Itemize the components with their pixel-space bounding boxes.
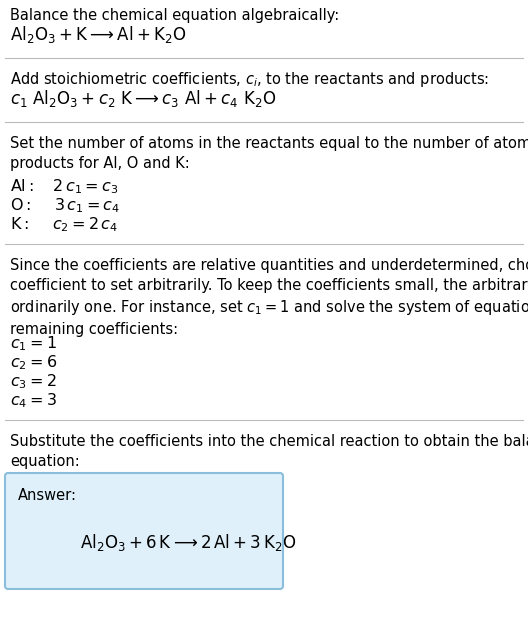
Text: Add stoichiometric coefficients, $c_i$, to the reactants and products:: Add stoichiometric coefficients, $c_i$, … bbox=[10, 70, 489, 89]
Text: Set the number of atoms in the reactants equal to the number of atoms in the
pro: Set the number of atoms in the reactants… bbox=[10, 136, 528, 171]
Text: Answer:: Answer: bbox=[18, 488, 77, 503]
Text: $\mathrm{K:}\quad\; c_2 = 2\,c_4$: $\mathrm{K:}\quad\; c_2 = 2\,c_4$ bbox=[10, 215, 118, 234]
Text: $c_2 = 6$: $c_2 = 6$ bbox=[10, 353, 57, 372]
Text: $\mathrm{Al_2O_3} + 6\,\mathrm{K} \longrightarrow 2\,\mathrm{Al} + 3\,\mathrm{K_: $\mathrm{Al_2O_3} + 6\,\mathrm{K} \longr… bbox=[80, 532, 296, 553]
Text: $c_4 = 3$: $c_4 = 3$ bbox=[10, 391, 57, 410]
Text: $c_3 = 2$: $c_3 = 2$ bbox=[10, 372, 56, 391]
FancyBboxPatch shape bbox=[5, 473, 283, 589]
Text: $c_1 = 1$: $c_1 = 1$ bbox=[10, 334, 57, 353]
Text: $\mathrm{Al_2O_3 + K} \longrightarrow \mathrm{Al + K_2O}$: $\mathrm{Al_2O_3 + K} \longrightarrow \m… bbox=[10, 24, 186, 45]
Text: $\mathrm{Al:}\quad 2\,c_1 = c_3$: $\mathrm{Al:}\quad 2\,c_1 = c_3$ bbox=[10, 177, 118, 196]
Text: $\mathrm{O:}\quad\; 3\,c_1 = c_4$: $\mathrm{O:}\quad\; 3\,c_1 = c_4$ bbox=[10, 196, 120, 215]
Text: $c_1\ \mathrm{Al_2O_3} + c_2\ \mathrm{K} \longrightarrow c_3\ \mathrm{Al} + c_4\: $c_1\ \mathrm{Al_2O_3} + c_2\ \mathrm{K}… bbox=[10, 88, 276, 109]
Text: Substitute the coefficients into the chemical reaction to obtain the balanced
eq: Substitute the coefficients into the che… bbox=[10, 434, 528, 469]
Text: Balance the chemical equation algebraically:: Balance the chemical equation algebraica… bbox=[10, 8, 340, 23]
Text: Since the coefficients are relative quantities and underdetermined, choose a
coe: Since the coefficients are relative quan… bbox=[10, 258, 528, 337]
